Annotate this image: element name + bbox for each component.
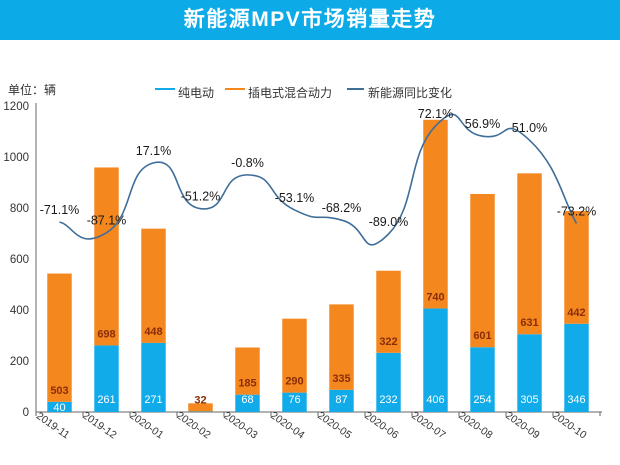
svg-text:335: 335	[332, 373, 350, 385]
svg-text:800: 800	[10, 203, 29, 215]
svg-text:322: 322	[379, 336, 397, 348]
svg-text:698: 698	[97, 328, 115, 340]
svg-text:56.9%: 56.9%	[465, 117, 500, 131]
svg-text:2020-07: 2020-07	[409, 410, 448, 442]
svg-text:2020-02: 2020-02	[174, 410, 213, 442]
svg-text:2020-09: 2020-09	[503, 410, 542, 442]
svg-text:232: 232	[379, 394, 397, 406]
svg-text:2020-04: 2020-04	[268, 410, 307, 442]
svg-text:2020-06: 2020-06	[362, 410, 401, 442]
svg-text:17.1%: 17.1%	[136, 144, 171, 158]
svg-text:-68.2%: -68.2%	[322, 201, 362, 215]
svg-text:-87.1%: -87.1%	[87, 214, 127, 228]
svg-text:-53.1%: -53.1%	[275, 191, 315, 205]
svg-text:346: 346	[567, 394, 585, 406]
svg-text:51.0%: 51.0%	[512, 121, 547, 135]
svg-text:-0.8%: -0.8%	[231, 156, 264, 170]
svg-text:40: 40	[53, 402, 65, 414]
svg-text:-89.0%: -89.0%	[369, 215, 409, 229]
svg-text:400: 400	[10, 305, 29, 317]
svg-text:2019-11: 2019-11	[34, 410, 72, 442]
svg-text:406: 406	[426, 394, 444, 406]
svg-text:600: 600	[10, 254, 29, 266]
svg-text:87: 87	[335, 394, 347, 406]
svg-text:271: 271	[144, 394, 162, 406]
svg-text:32: 32	[194, 394, 206, 406]
svg-text:305: 305	[520, 394, 538, 406]
svg-text:442: 442	[567, 307, 585, 319]
svg-text:448: 448	[144, 326, 162, 338]
svg-text:2020-05: 2020-05	[315, 410, 354, 442]
svg-text:2020-08: 2020-08	[456, 410, 495, 442]
svg-text:2020-03: 2020-03	[221, 410, 260, 442]
svg-text:-73.2%: -73.2%	[557, 204, 597, 218]
svg-text:2020-01: 2020-01	[127, 410, 166, 442]
svg-text:76: 76	[288, 394, 300, 406]
svg-text:290: 290	[285, 376, 303, 388]
svg-text:503: 503	[50, 385, 68, 397]
svg-text:185: 185	[238, 378, 256, 390]
svg-text:254: 254	[473, 394, 491, 406]
svg-text:1000: 1000	[3, 152, 29, 164]
svg-text:2020-10: 2020-10	[550, 410, 589, 442]
svg-text:740: 740	[426, 291, 444, 303]
svg-text:0: 0	[23, 407, 29, 419]
svg-text:601: 601	[473, 330, 491, 342]
svg-text:68: 68	[241, 394, 253, 406]
svg-text:72.1%: 72.1%	[418, 107, 453, 121]
svg-text:1200: 1200	[3, 101, 29, 113]
svg-text:-71.1%: -71.1%	[40, 203, 80, 217]
svg-text:261: 261	[97, 394, 115, 406]
svg-text:200: 200	[10, 356, 29, 368]
svg-text:2019-12: 2019-12	[80, 410, 119, 442]
svg-text:631: 631	[520, 317, 538, 329]
svg-text:-51.2%: -51.2%	[181, 190, 221, 204]
